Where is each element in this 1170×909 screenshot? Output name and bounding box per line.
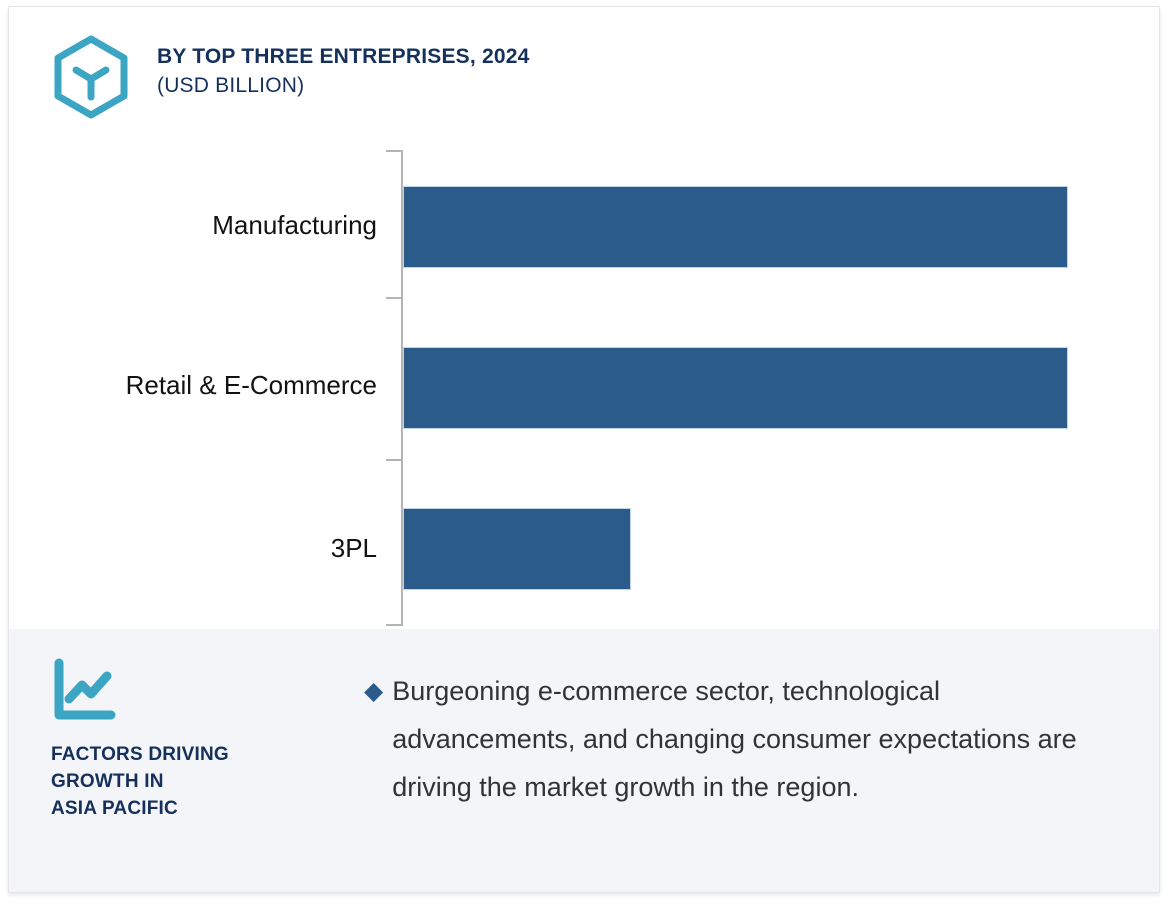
hexagon-y-icon bbox=[51, 35, 131, 119]
axis-tick bbox=[386, 459, 403, 461]
axis-tick bbox=[386, 624, 403, 626]
line-chart-icon bbox=[51, 657, 117, 723]
diamond-bullet-icon: ◆ bbox=[364, 677, 384, 705]
infographic-card: BY TOP THREE ENTREPRISES, 2024 (USD BILL… bbox=[8, 6, 1160, 893]
factors-label: FACTORS DRIVING GROWTH IN ASIA PACIFIC bbox=[51, 741, 341, 822]
bar-chart: Manufacturing Retail & E-Commerce 3PL bbox=[9, 132, 1159, 629]
bar-category-label: 3PL bbox=[330, 533, 377, 563]
bar-manufacturing[interactable] bbox=[403, 186, 1068, 268]
axis-tick bbox=[386, 297, 403, 299]
factors-heading-block: FACTORS DRIVING GROWTH IN ASIA PACIFIC bbox=[51, 657, 341, 822]
category-axis bbox=[401, 150, 403, 626]
factors-label-line-1: FACTORS DRIVING bbox=[51, 744, 229, 765]
bar-category-label: Manufacturing bbox=[212, 210, 377, 240]
bar-category-label: Retail & E-Commerce bbox=[125, 370, 377, 400]
plot-area: Manufacturing Retail & E-Commerce 3PL bbox=[9, 132, 1159, 629]
chart-subtitle: (USD BILLION) bbox=[157, 74, 305, 97]
bar-3pl[interactable] bbox=[403, 508, 631, 590]
card-header: BY TOP THREE ENTREPRISES, 2024 (USD BILL… bbox=[9, 7, 1159, 132]
bar-retail-ecommerce[interactable] bbox=[403, 347, 1068, 429]
axis-tick bbox=[386, 150, 403, 152]
insight-bullet: ◆ Burgeoning e-commerce sector, technolo… bbox=[364, 667, 1124, 811]
title-block: BY TOP THREE ENTREPRISES, 2024 (USD BILL… bbox=[157, 43, 529, 101]
factors-label-line-2: GROWTH IN bbox=[51, 771, 164, 792]
factors-label-line-3: ASIA PACIFIC bbox=[51, 798, 178, 819]
factors-panel: FACTORS DRIVING GROWTH IN ASIA PACIFIC ◆… bbox=[9, 629, 1159, 892]
insight-text: Burgeoning e-commerce sector, technologi… bbox=[392, 676, 1077, 802]
chart-title: BY TOP THREE ENTREPRISES, 2024 bbox=[157, 45, 530, 68]
